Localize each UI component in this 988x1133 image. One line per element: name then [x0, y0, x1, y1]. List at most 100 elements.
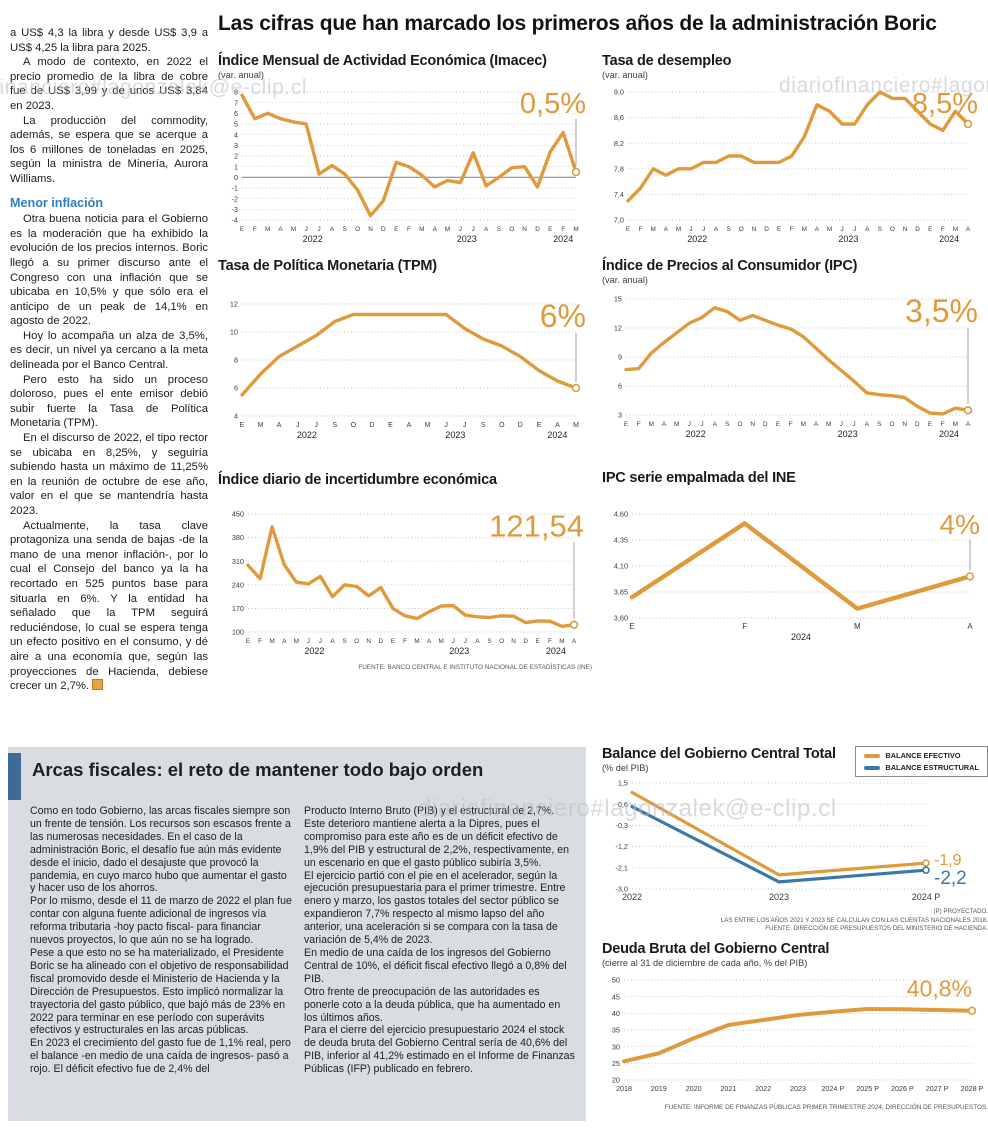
svg-text:J: J: [852, 421, 855, 428]
svg-text:M: M: [265, 226, 270, 233]
svg-text:0,5%: 0,5%: [520, 88, 586, 120]
svg-text:2022: 2022: [303, 234, 323, 244]
svg-text:8: 8: [234, 356, 238, 365]
svg-text:J: J: [307, 638, 310, 645]
svg-text:E: E: [928, 226, 932, 233]
paragraph: En medio de una caída de los ingresos de…: [304, 946, 567, 985]
svg-text:S: S: [342, 638, 346, 645]
svg-text:O: O: [739, 226, 744, 233]
chart-title: Índice Mensual de Actividad Económica (I…: [218, 53, 547, 69]
chart-title: Balance del Gobierno Central Total: [602, 746, 836, 762]
svg-text:A: A: [278, 226, 283, 233]
svg-text:12: 12: [614, 324, 622, 333]
svg-text:2023: 2023: [838, 429, 858, 439]
svg-text:D: D: [523, 638, 528, 645]
svg-text:240: 240: [232, 580, 244, 589]
svg-text:E: E: [629, 622, 634, 631]
fiscal-panel: Arcas fiscales: el reto de mantener todo…: [8, 747, 586, 1121]
svg-text:E: E: [624, 421, 628, 428]
paragraph: A modo de contexto, en 2022 el precio pr…: [10, 56, 208, 112]
svg-text:A: A: [330, 638, 335, 645]
svg-text:2022: 2022: [622, 892, 642, 902]
svg-text:0: 0: [234, 173, 238, 182]
svg-text:2023: 2023: [838, 234, 858, 244]
svg-text:E: E: [548, 226, 552, 233]
svg-text:F: F: [561, 226, 565, 233]
svg-text:N: N: [522, 226, 527, 233]
svg-text:M: M: [801, 421, 806, 428]
svg-text:A: A: [433, 226, 438, 233]
svg-text:2028 P: 2028 P: [961, 1084, 984, 1093]
svg-text:M: M: [573, 422, 579, 429]
svg-text:450: 450: [232, 510, 244, 519]
svg-text:E: E: [240, 226, 244, 233]
svg-text:A: A: [484, 226, 489, 233]
source-note: FUENTE: BANCO CENTRAL E INSTITUTO NACION…: [358, 664, 592, 671]
svg-text:F: F: [742, 622, 747, 631]
svg-text:35: 35: [612, 1026, 620, 1035]
svg-text:O: O: [499, 422, 505, 429]
svg-text:A: A: [966, 226, 971, 233]
legend-item-estructural: BALANCE ESTRUCTURAL: [864, 763, 979, 772]
svg-text:8,6: 8,6: [614, 113, 624, 122]
svg-text:J: J: [314, 422, 318, 429]
svg-text:A: A: [966, 421, 971, 428]
svg-text:A: A: [814, 421, 819, 428]
chart-title: IPC serie empalmada del INE: [602, 470, 796, 486]
chart-subtitle: (cierre al 31 de diciembre de cada año, …: [602, 958, 808, 968]
svg-text:F: F: [941, 421, 945, 428]
svg-text:J: J: [689, 226, 692, 233]
svg-text:A: A: [282, 638, 287, 645]
svg-text:6: 6: [234, 384, 238, 393]
chart-block-deuda: Deuda Bruta del Gobierno Central (cierre…: [602, 941, 988, 1111]
svg-text:M: M: [573, 226, 578, 233]
svg-text:D: D: [381, 226, 386, 233]
svg-text:J: J: [463, 422, 467, 429]
svg-text:N: N: [902, 421, 907, 428]
svg-text:2024: 2024: [939, 429, 959, 439]
paragraph: (P) PROYECTADO.: [933, 908, 988, 915]
svg-text:E: E: [536, 638, 540, 645]
svg-text:-4: -4: [232, 216, 239, 225]
svg-text:O: O: [738, 421, 743, 428]
paragraph: Para el cierre del ejercicio presupuesta…: [304, 1024, 575, 1076]
svg-text:A: A: [555, 422, 560, 429]
svg-text:8: 8: [234, 88, 238, 97]
svg-text:M: M: [651, 226, 656, 233]
svg-text:30: 30: [612, 1042, 620, 1051]
paragraph: Otra buena noticia para el Gobierno es l…: [10, 213, 208, 328]
svg-text:F: F: [790, 226, 794, 233]
svg-text:A: A: [277, 422, 282, 429]
svg-text:-1,9: -1,9: [934, 852, 962, 869]
svg-text:M: M: [425, 422, 431, 429]
svg-text:D: D: [369, 422, 374, 429]
svg-text:F: F: [258, 638, 262, 645]
svg-text:2026 P: 2026 P: [891, 1084, 914, 1093]
svg-text:2020: 2020: [686, 1084, 702, 1093]
svg-text:M: M: [414, 638, 419, 645]
svg-text:J: J: [452, 638, 455, 645]
paragraph: LAS ENTRE LOS AÑOS 2021 Y 2023 SE CALCUL…: [720, 916, 988, 924]
svg-text:2024: 2024: [547, 430, 567, 440]
svg-text:7,4: 7,4: [614, 190, 624, 199]
svg-text:M: M: [953, 421, 958, 428]
svg-text:40: 40: [612, 1009, 620, 1018]
svg-text:A: A: [865, 421, 870, 428]
article-paragraphs-bottom: Otra buena noticia para el Gobierno es l…: [10, 212, 208, 694]
chart-block-ipc: Índice de Precios al Consumidor (IPC) (v…: [602, 258, 988, 445]
svg-text:2023: 2023: [445, 430, 465, 440]
svg-text:D: D: [763, 421, 768, 428]
svg-text:D: D: [378, 638, 383, 645]
legend-label: BALANCE ESTRUCTURAL: [885, 763, 979, 772]
svg-text:O: O: [890, 421, 895, 428]
svg-text:J: J: [688, 421, 691, 428]
svg-text:E: E: [391, 638, 395, 645]
svg-text:A: A: [475, 638, 480, 645]
svg-text:-2,1: -2,1: [615, 863, 628, 872]
svg-text:2025 P: 2025 P: [856, 1084, 879, 1093]
svg-text:S: S: [727, 226, 731, 233]
svg-text:2: 2: [234, 152, 238, 161]
fiscal-title: Arcas fiscales: el reto de mantener todo…: [32, 759, 484, 780]
